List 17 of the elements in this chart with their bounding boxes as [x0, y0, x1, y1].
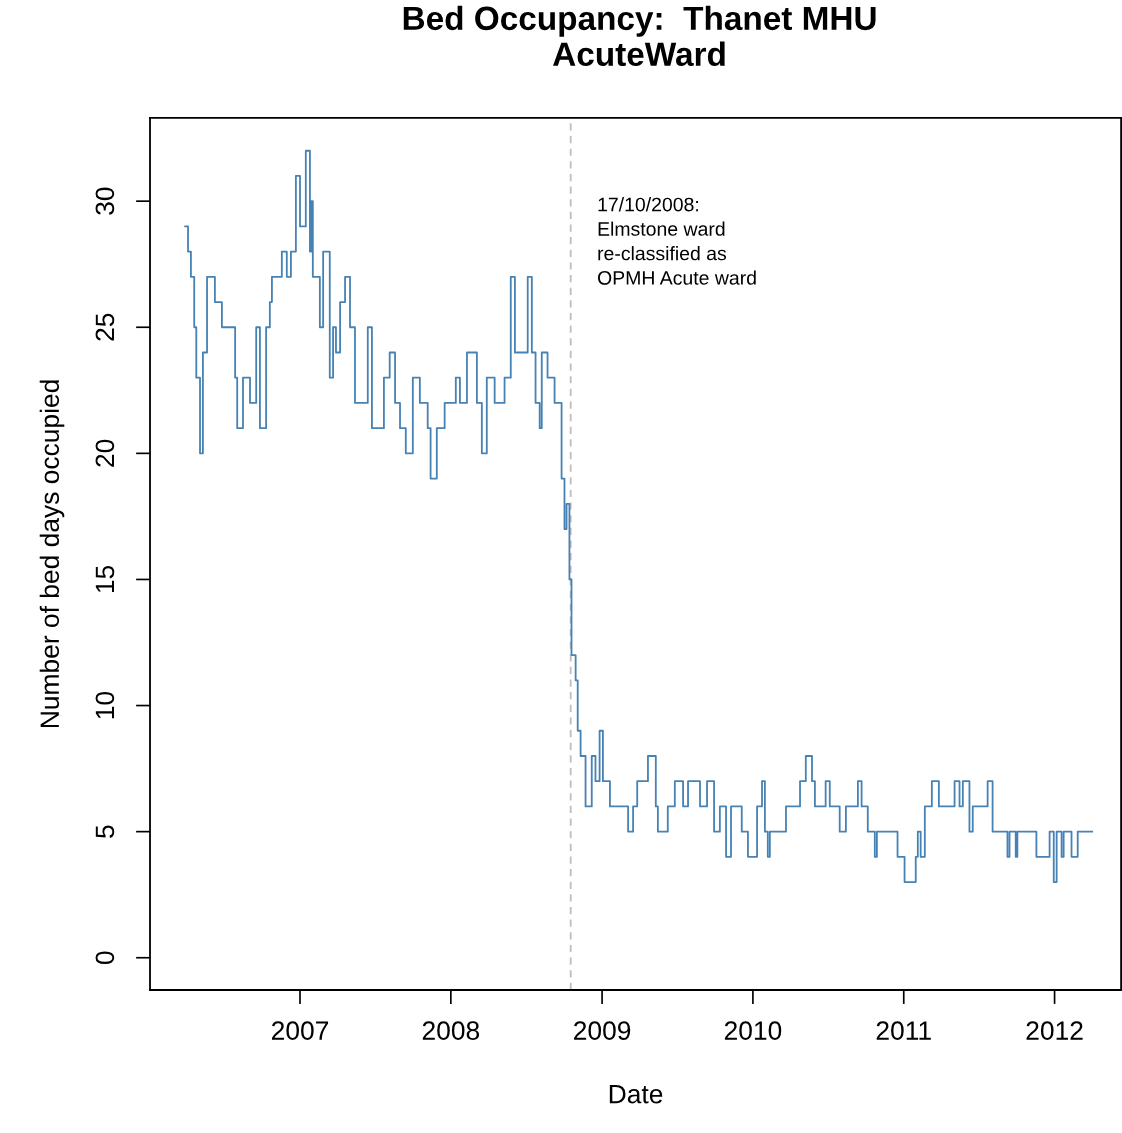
x-tick-label: 2009	[574, 1021, 631, 1040]
y-tick-label: 5	[95, 825, 115, 838]
x-tick-label: 2007	[271, 1021, 329, 1040]
y-tick-label: 25	[95, 313, 115, 341]
x-tick-label: 2010	[724, 1021, 782, 1040]
y-axis-title: Number of bed days occupied	[39, 380, 65, 728]
x-tick-label: 2011	[876, 1021, 931, 1040]
y-tick-label: 0	[95, 951, 115, 965]
ref-line-label: 17/10/2008: Elmstone ward re-classified as OPMH Acute ward	[597, 197, 756, 285]
y-tick-label: 30	[95, 187, 115, 215]
x-tick-label: 2012	[1026, 1021, 1083, 1040]
y-tick-label: 10	[95, 691, 115, 719]
chart-title: Bed Occupancy: Thanet MHU AcuteWard	[403, 5, 876, 67]
x-axis-title: Date	[609, 1085, 663, 1104]
y-tick-label: 15	[95, 565, 115, 593]
x-tick-label: 2008	[422, 1021, 480, 1040]
y-tick-label: 20	[95, 439, 115, 467]
